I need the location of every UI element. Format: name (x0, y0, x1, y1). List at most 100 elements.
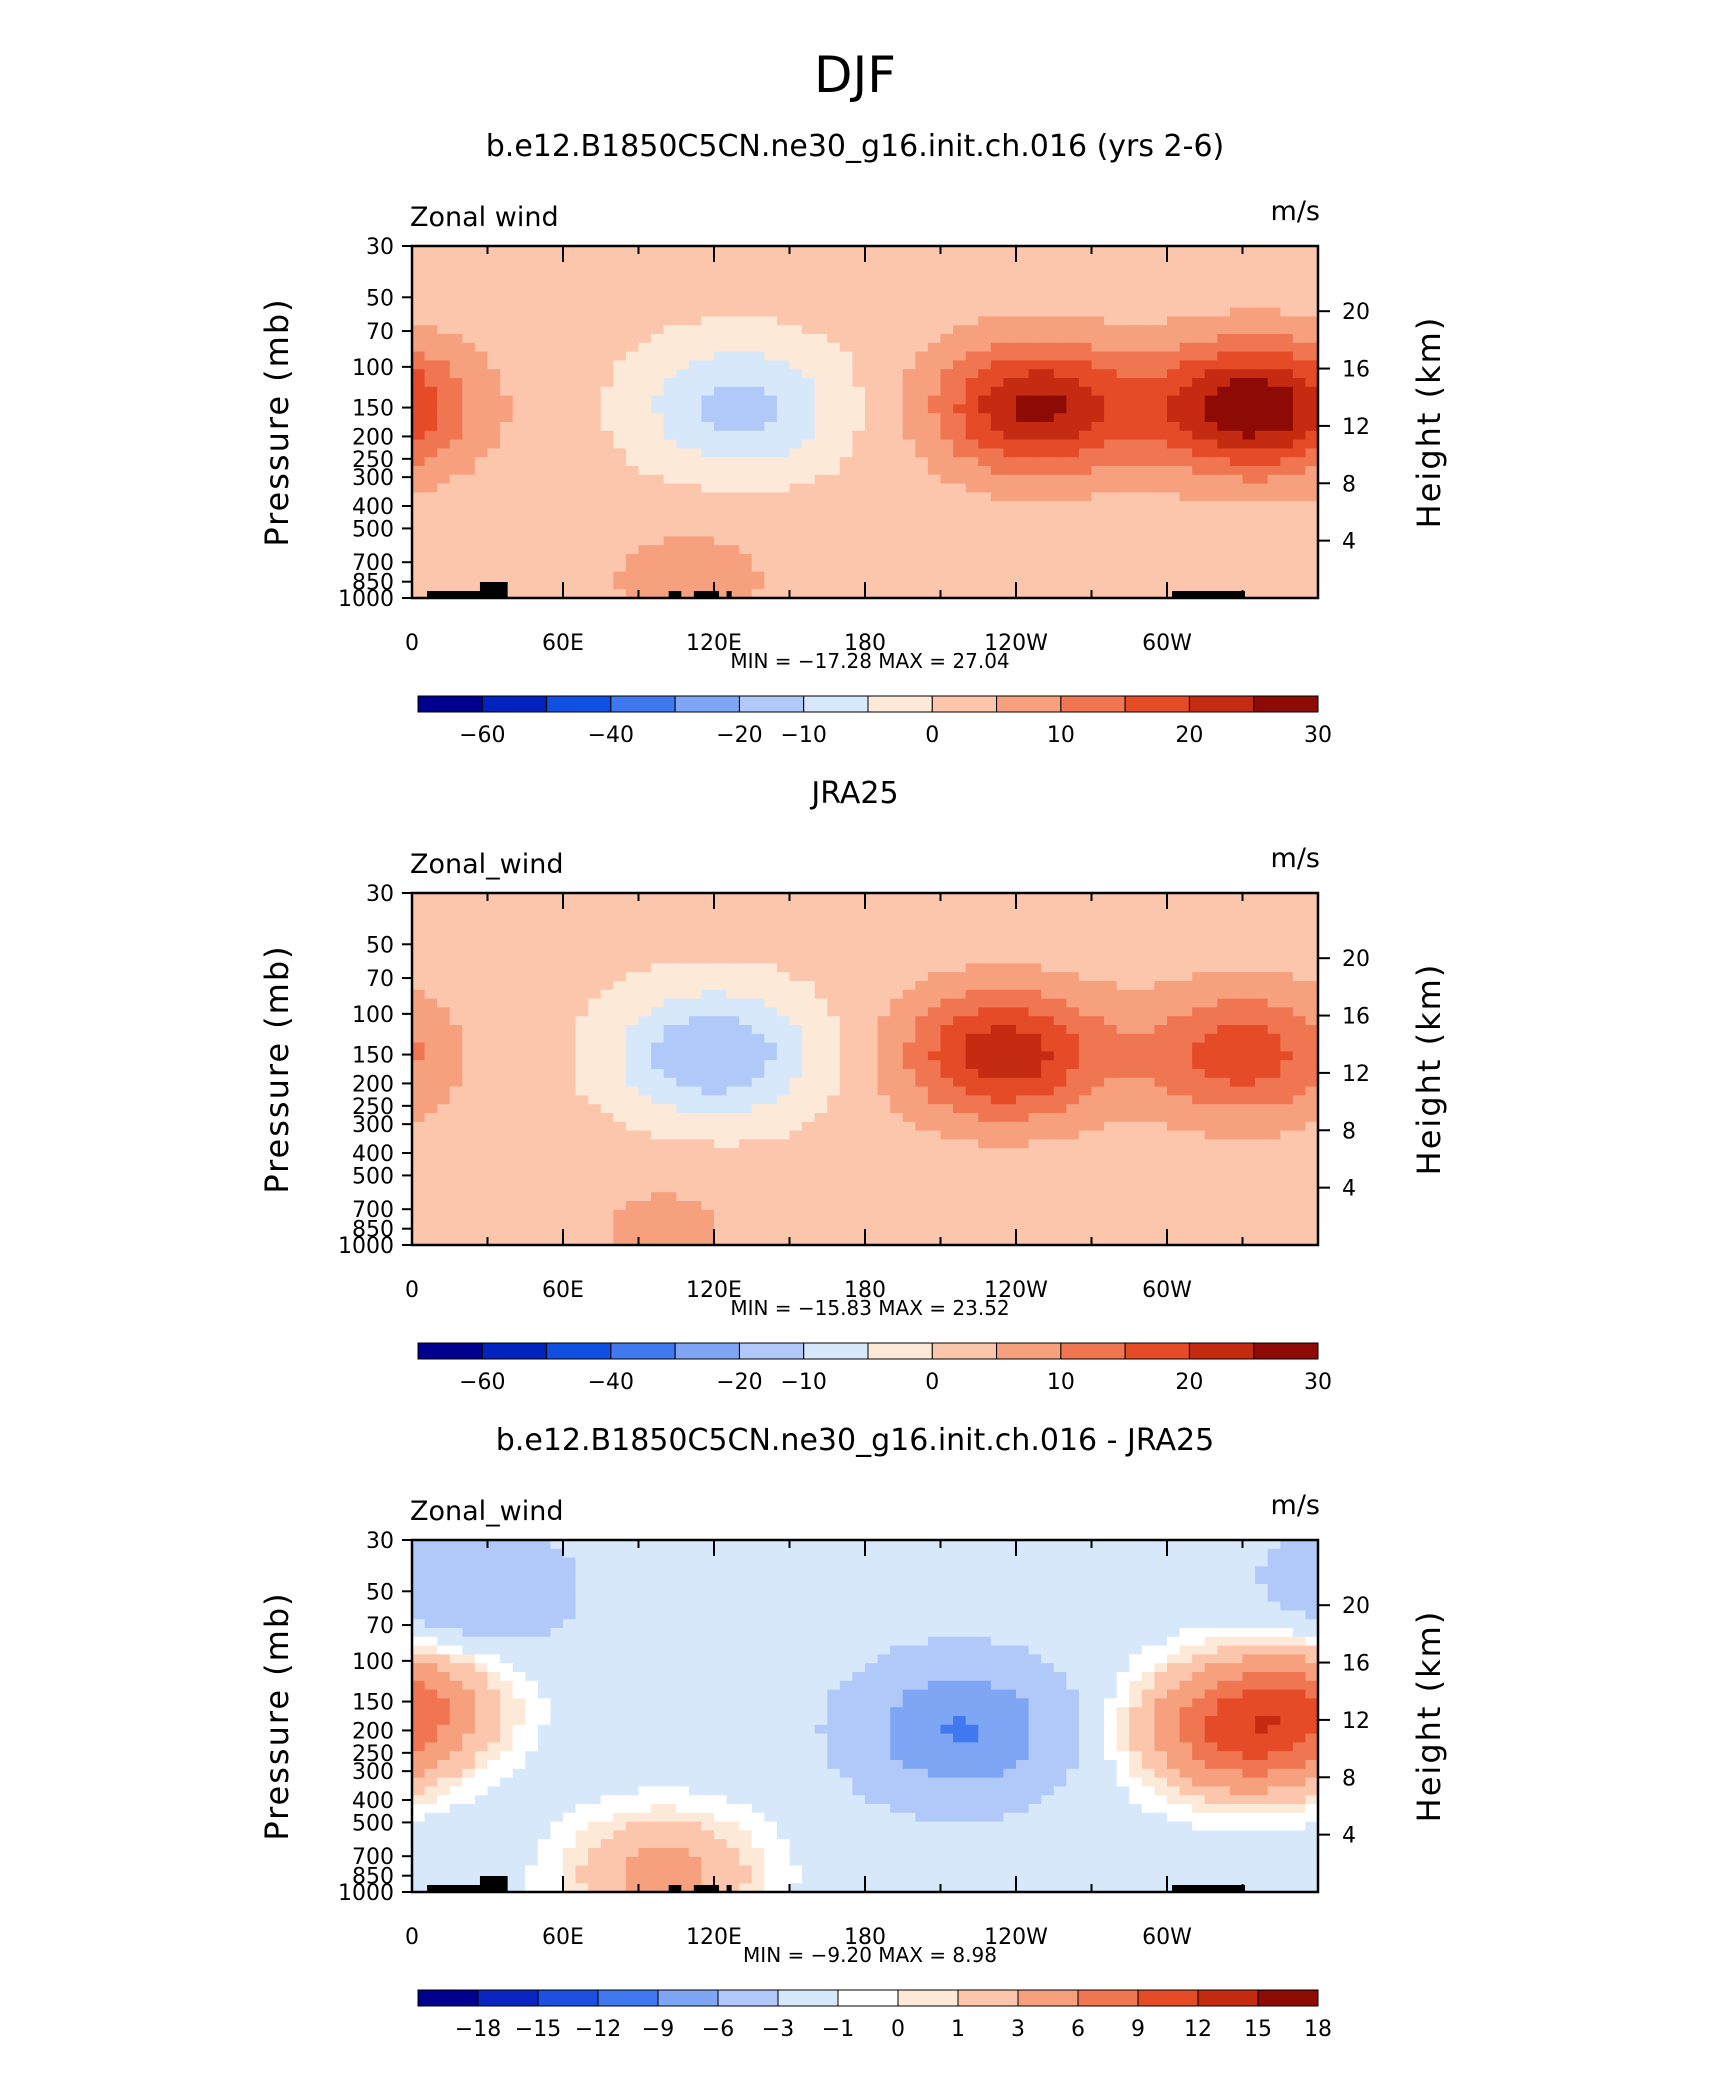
field-cell (563, 571, 577, 581)
field-cell (1280, 501, 1294, 511)
field-cell (512, 466, 526, 476)
field-cell (512, 334, 526, 344)
field-cell (412, 422, 426, 432)
field-cell (714, 963, 728, 973)
field-cell (1003, 1007, 1017, 1017)
field-cell (525, 919, 539, 929)
field-cell (1104, 1051, 1118, 1061)
field-cell (550, 1095, 564, 1105)
field-cell (500, 272, 514, 282)
field-cell (1116, 325, 1130, 335)
field-cell (1305, 386, 1319, 397)
field-cell (789, 989, 803, 1000)
field-cell (1066, 369, 1080, 379)
field-cell (474, 483, 489, 493)
field-cell (575, 1113, 589, 1123)
field-cell (1041, 413, 1055, 423)
field-cell (412, 536, 426, 546)
field-cell (751, 998, 765, 1008)
field-cell (940, 466, 954, 476)
field-cell (764, 1086, 778, 1096)
field-cell (500, 954, 514, 964)
field-cell (638, 510, 652, 520)
field-cell (512, 1086, 526, 1096)
field-cell (1229, 580, 1244, 590)
field-cell (852, 1077, 866, 1088)
field-cell (1078, 298, 1093, 309)
field-cell (739, 334, 753, 344)
field-cell (927, 981, 942, 991)
field-cell (1305, 474, 1319, 485)
field-cell (852, 989, 866, 1000)
field-cell (751, 571, 765, 581)
field-cell (714, 972, 728, 982)
field-cell (1104, 580, 1118, 590)
field-cell (412, 1095, 426, 1105)
field-cell (852, 386, 866, 397)
field-cell (1229, 404, 1244, 414)
field-cell (990, 466, 1005, 476)
field-cell (550, 483, 564, 493)
field-cell (676, 439, 690, 449)
field-cell (600, 386, 614, 397)
field-cell (1192, 254, 1206, 265)
field-cell (525, 1113, 539, 1123)
field-cell (588, 589, 602, 599)
field-cell (965, 1016, 979, 1026)
field-cell (839, 404, 854, 414)
field-cell (751, 369, 765, 379)
field-cell (1078, 369, 1093, 379)
field-cell (827, 334, 841, 344)
field-cell (1003, 928, 1017, 938)
field-cell (1292, 1051, 1307, 1061)
field-cell (563, 290, 577, 300)
field-cell (487, 1033, 501, 1044)
field-cell (776, 589, 791, 599)
field-cell (676, 910, 690, 920)
field-cell (877, 466, 891, 476)
field-cell (1204, 307, 1218, 317)
field-cell (927, 492, 942, 502)
field-cell (563, 1060, 577, 1070)
field-cell (1255, 910, 1269, 920)
field-cell (839, 527, 854, 537)
field-cell (776, 254, 791, 265)
field-cell (487, 430, 501, 441)
field-cell (1204, 474, 1218, 485)
field-cell (701, 1069, 715, 1079)
field-cell (625, 954, 640, 964)
field-cell (852, 1121, 866, 1132)
field-cell (525, 316, 539, 326)
field-cell (1179, 981, 1193, 991)
field-cell (1154, 439, 1168, 449)
field-cell (512, 510, 526, 520)
field-cell (525, 439, 539, 449)
field-cell (739, 1086, 753, 1096)
field-cell (688, 1025, 703, 1035)
field-cell (550, 545, 564, 555)
field-cell (789, 1077, 803, 1088)
field-cell (1305, 334, 1319, 344)
field-cell (852, 571, 866, 581)
field-cell (676, 378, 690, 388)
field-cell (789, 1113, 803, 1123)
field-cell (688, 316, 703, 326)
field-cell (1053, 928, 1067, 938)
field-cell (1066, 518, 1080, 529)
field-cell (1217, 492, 1231, 502)
field-cell (575, 457, 589, 467)
field-cell (751, 1086, 765, 1096)
field-cell (600, 545, 614, 555)
field-cell (1255, 483, 1269, 493)
field-cell (827, 919, 841, 929)
field-cell (789, 901, 803, 912)
field-cell (1053, 298, 1067, 309)
field-cell (1016, 554, 1030, 564)
field-cell (902, 1113, 916, 1123)
field-cell (1179, 422, 1193, 432)
field-cell (412, 989, 426, 1000)
field-cell (537, 1095, 552, 1105)
field-cell (764, 1051, 778, 1061)
field-cell (714, 1033, 728, 1044)
